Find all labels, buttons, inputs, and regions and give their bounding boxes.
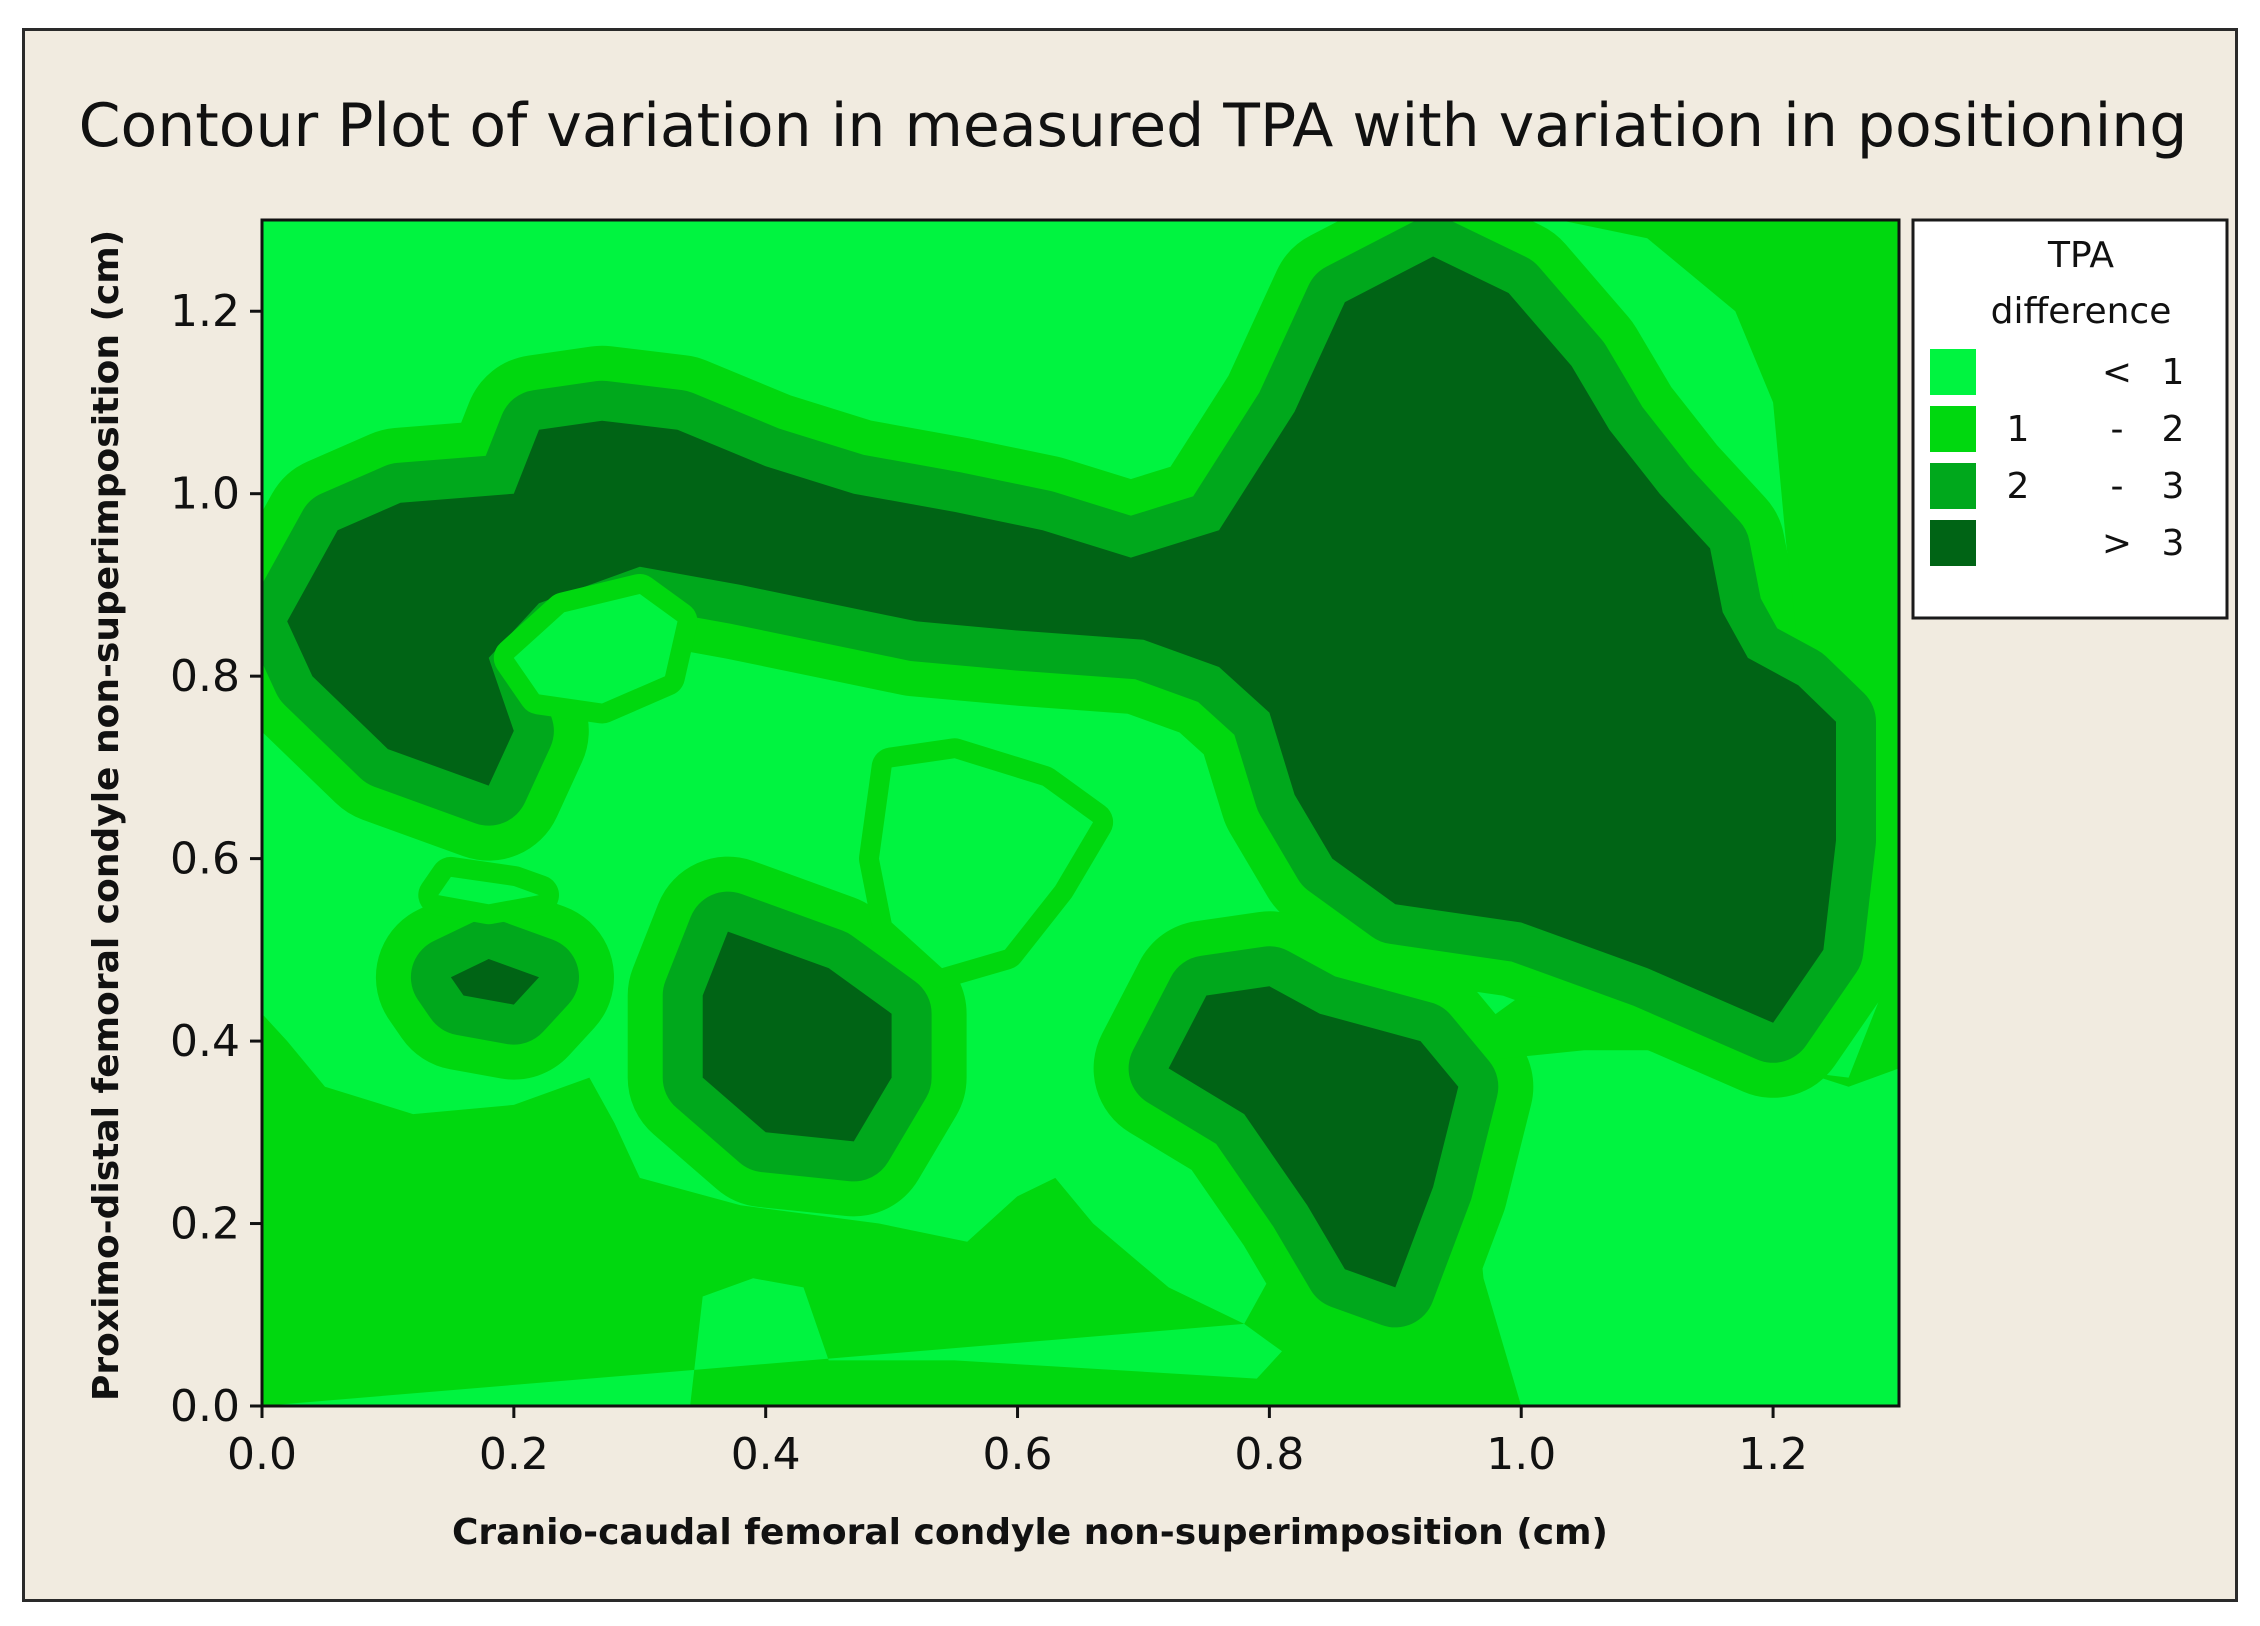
y-tick-label: 0.6	[170, 834, 240, 885]
x-tick-label: 0.8	[1234, 1429, 1304, 1480]
y-axis: 0.0 0.2 0.4 0.6 0.8 1.0 1.2	[170, 286, 262, 1432]
legend-swatch	[1930, 406, 1976, 452]
x-tick-label: 1.0	[1486, 1429, 1556, 1480]
contour-region-gt3-1	[287, 256, 1837, 1023]
x-tick-label: 0.0	[227, 1429, 297, 1480]
x-tick-label: 0.4	[731, 1429, 801, 1480]
legend-range-operator: -	[2111, 466, 2124, 507]
legend-range-operator: -	[2111, 409, 2124, 450]
legend-title-line1: TPA	[2047, 235, 2114, 276]
y-tick-label: 0.0	[170, 1381, 240, 1432]
legend-range-low: 1	[2007, 409, 2030, 450]
contour-region-gt3-6	[450, 959, 539, 1005]
chart-frame: Contour Plot of variation in measured TP…	[22, 28, 2238, 1602]
legend-range-high: 1	[2162, 352, 2185, 393]
contour-region-lt1-2	[513, 594, 678, 704]
y-tick-label: 0.2	[170, 1199, 240, 1250]
legend-swatch	[1930, 520, 1976, 566]
contour-region-gt3-7	[1168, 986, 1459, 1288]
plot-border	[260, 218, 1901, 1408]
legend-swatch	[1930, 349, 1976, 395]
y-tick-label: 1.2	[170, 286, 240, 337]
legend-range-high: 3	[2162, 466, 2185, 507]
x-tick-label: 0.6	[983, 1429, 1053, 1480]
y-axis-label: Proximo-distal femoral condyle non-super…	[86, 230, 127, 1401]
contour-region-gt3-4	[702, 931, 892, 1142]
legend: TPA difference <11-22-3> 3	[1911, 218, 2229, 620]
legend-range-operator: >	[2102, 523, 2132, 564]
x-axis: 0.0 0.2 0.4 0.6 0.8 1.0 1.2	[227, 1406, 1808, 1480]
plot-area	[260, 218, 1901, 1408]
legend-range-low: 2	[2007, 466, 2030, 507]
legend-title-line2: difference	[1991, 291, 2172, 332]
x-tick-label: 0.2	[479, 1429, 549, 1480]
x-axis-label: Cranio-caudal femoral condyle non-superi…	[452, 1512, 1608, 1553]
y-tick-label: 0.4	[170, 1016, 240, 1067]
x-tick-label: 1.2	[1738, 1429, 1808, 1480]
y-tick-label: 1.0	[170, 469, 240, 520]
chart-title: Contour Plot of variation in measured TP…	[79, 91, 2188, 161]
y-tick-label: 0.8	[170, 651, 240, 702]
legend-range-operator: <	[2102, 352, 2132, 393]
legend-swatch	[1930, 463, 1976, 509]
contour-region-lt1-3	[879, 758, 1094, 969]
legend-range-high: 3	[2162, 523, 2185, 564]
contour-region-1-2-0	[262, 220, 1899, 1406]
legend-range-high: 2	[2162, 409, 2185, 450]
contour-region-lt1-5	[438, 876, 539, 905]
contour-chart: Contour Plot of variation in measured TP…	[79, 91, 2229, 1553]
